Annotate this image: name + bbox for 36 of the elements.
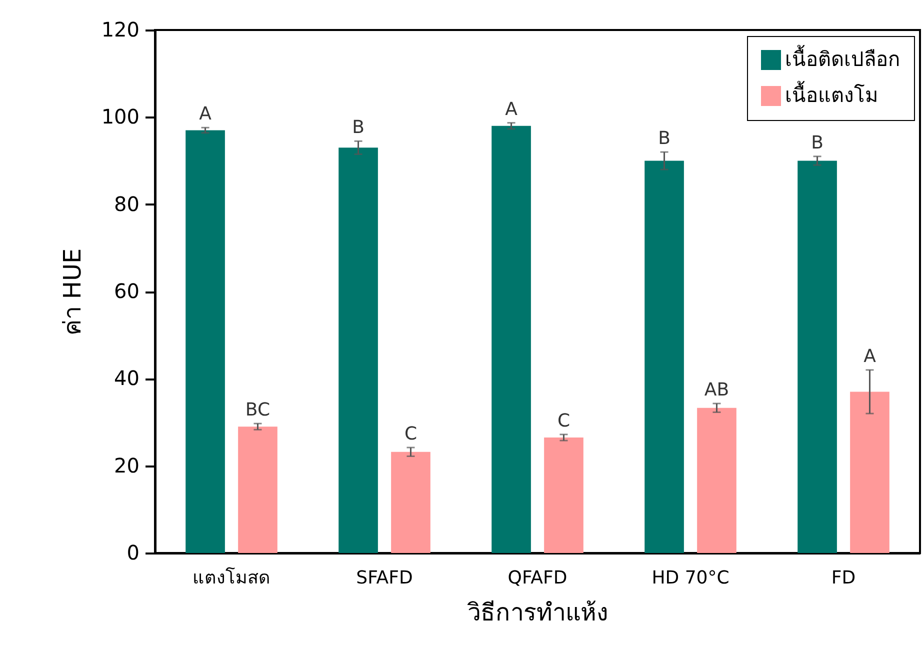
bar (697, 408, 736, 553)
y-tick-label: 0 (126, 540, 140, 564)
legend-label: เนื้อแตงโม (785, 81, 878, 107)
y-tick-label: 100 (101, 104, 140, 129)
data-label: C (404, 424, 418, 445)
data-label: BC (245, 400, 270, 421)
bar (338, 148, 378, 553)
bar (544, 438, 584, 553)
bar (238, 426, 278, 553)
x-tick-label: QFAFD (508, 568, 568, 588)
data-label: B (658, 128, 670, 150)
x-tick-label: FD (831, 568, 856, 588)
legend-label: เนื้อติดเปลือก (785, 45, 900, 71)
y-tick-label: 60 (114, 279, 140, 303)
y-axis-title: ค่า HUE (58, 248, 86, 336)
x-tick-label: SFAFD (356, 568, 413, 588)
data-label: A (199, 104, 212, 125)
data-label: B (352, 117, 364, 138)
bar (186, 130, 225, 553)
x-axis-title: วิธีการทำแห้ง (466, 598, 608, 626)
y-tick-label: 80 (114, 192, 140, 216)
data-label: C (557, 410, 570, 432)
x-tick-label: แตงโมสด (192, 566, 270, 588)
data-label: A (864, 346, 877, 367)
bar (391, 452, 430, 553)
bar (798, 160, 837, 553)
y-tick-label: 20 (114, 453, 140, 478)
y-tick-label: 120 (101, 18, 140, 42)
data-label: A (505, 98, 518, 120)
x-tick-label: HD 70°C (652, 568, 730, 588)
bar (644, 160, 684, 553)
bar (850, 392, 890, 553)
y-tick-label: 40 (114, 366, 140, 390)
data-label: AB (704, 380, 730, 401)
bar (492, 126, 531, 553)
data-label: B (811, 132, 824, 154)
